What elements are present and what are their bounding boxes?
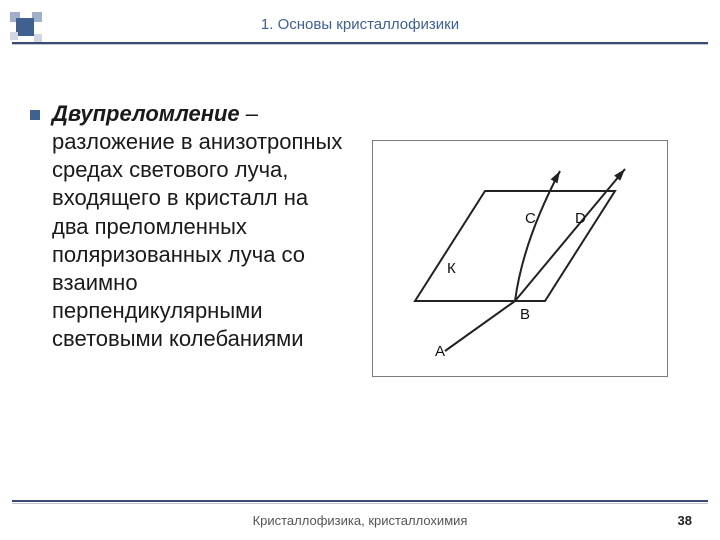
figure-column: A B C D К	[350, 100, 690, 377]
text-column: Двупреломление – разложение в анизотропн…	[30, 100, 350, 377]
birefringence-diagram: A B C D К	[385, 151, 655, 361]
chapter-title: 1. Основы кристаллофизики	[0, 16, 720, 33]
footer-text: Кристаллофизика, кристаллохимия	[0, 513, 720, 528]
content-area: Двупреломление – разложение в анизотропн…	[30, 100, 690, 377]
footer-rule-shadow	[12, 503, 708, 504]
figure-frame: A B C D К	[372, 140, 668, 377]
bullet-row: Двупреломление – разложение в анизотропн…	[30, 100, 350, 353]
definition-paragraph: Двупреломление – разложение в анизотропн…	[52, 100, 350, 353]
svg-text:К: К	[447, 260, 456, 277]
svg-text:B: B	[520, 306, 530, 323]
decor-square	[10, 32, 18, 40]
svg-text:C: C	[525, 210, 536, 227]
dash: –	[240, 101, 258, 126]
bullet-icon	[30, 110, 40, 120]
page-number: 38	[678, 513, 692, 528]
term: Двупреломление	[52, 101, 240, 126]
slide: 1. Основы кристаллофизики Двупреломление…	[0, 0, 720, 540]
footer-rule	[12, 500, 708, 502]
definition-text: разложение в анизотропных средах светово…	[52, 129, 342, 351]
svg-text:A: A	[435, 343, 445, 360]
decor-square	[34, 34, 42, 42]
svg-text:D: D	[575, 210, 586, 227]
header-rule-shadow	[12, 44, 708, 45]
